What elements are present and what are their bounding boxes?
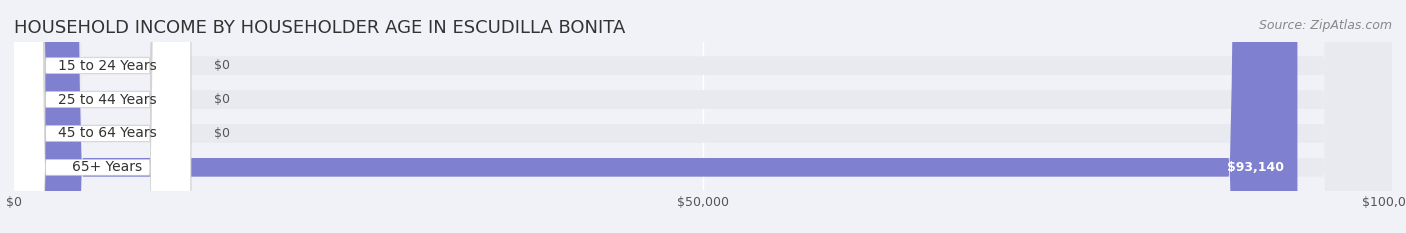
FancyBboxPatch shape [14,0,1298,233]
Text: 15 to 24 Years: 15 to 24 Years [58,59,156,73]
FancyBboxPatch shape [4,0,191,233]
Text: HOUSEHOLD INCOME BY HOUSEHOLDER AGE IN ESCUDILLA BONITA: HOUSEHOLD INCOME BY HOUSEHOLDER AGE IN E… [14,19,626,37]
Text: $0: $0 [214,93,229,106]
FancyBboxPatch shape [14,0,1392,233]
FancyBboxPatch shape [14,0,1392,233]
Text: $0: $0 [214,59,229,72]
Text: Source: ZipAtlas.com: Source: ZipAtlas.com [1258,19,1392,32]
FancyBboxPatch shape [4,0,191,233]
Text: $93,140: $93,140 [1226,161,1284,174]
Text: 25 to 44 Years: 25 to 44 Years [58,93,156,106]
Text: $0: $0 [214,127,229,140]
Text: 65+ Years: 65+ Years [72,160,142,174]
Text: 45 to 64 Years: 45 to 64 Years [58,127,156,140]
FancyBboxPatch shape [14,0,1392,233]
FancyBboxPatch shape [4,0,191,233]
FancyBboxPatch shape [4,0,191,233]
FancyBboxPatch shape [14,0,1392,233]
